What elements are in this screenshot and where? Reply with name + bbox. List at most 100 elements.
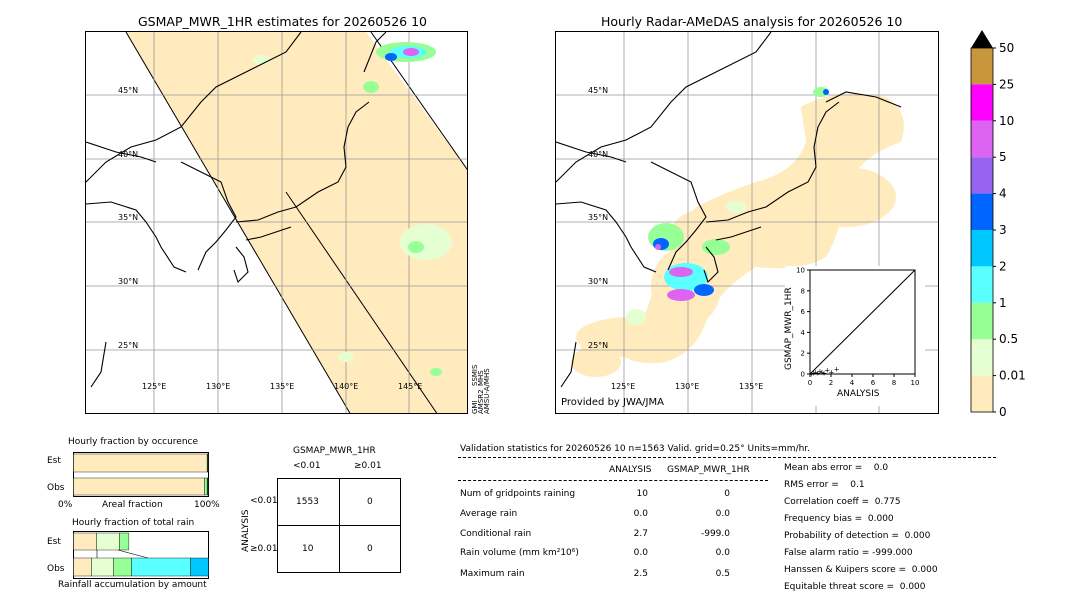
- right-map-canvas: [556, 32, 938, 413]
- scatter-ytick-label: 10: [796, 267, 805, 275]
- right-map-title: Hourly Radar-AMeDAS analysis for 2026052…: [601, 14, 903, 29]
- scatter-xtick-label: 0: [808, 379, 812, 387]
- colorbar-label: 4: [999, 187, 1007, 201]
- scatter-ytick-label: 2: [801, 350, 805, 358]
- left-lon-label: 125°E: [142, 382, 167, 391]
- score-line: Frequency bias = 0.000: [784, 514, 894, 524]
- tr-xlabel: Rainfall accumulation by amount: [58, 580, 207, 590]
- colorbar-label: 10: [999, 114, 1014, 128]
- scatter-point: +: [813, 368, 819, 376]
- left-map-swath-edge: [285, 191, 438, 413]
- score-line: Hanssen & Kuipers score = 0.000: [784, 565, 938, 575]
- left-lon-label: 145°E: [398, 382, 423, 391]
- score-line: False alarm ratio = -999.000: [784, 548, 913, 558]
- left-map-title: GSMAP_MWR_1HR estimates for 20260526 10: [138, 14, 427, 29]
- validation-gsmap-value: 0.0: [715, 548, 730, 558]
- sensor-label: MHS: [477, 370, 485, 386]
- left-map-swath: [126, 32, 467, 413]
- left-map-swath-edge: [125, 32, 351, 413]
- validation-row-label: Rain volume (mm km²10⁶): [460, 548, 579, 558]
- validation-analysis-value: 0.0: [633, 509, 648, 519]
- left-map: [85, 31, 468, 414]
- colorbar-label: 5: [999, 150, 1007, 164]
- colorbar-cell: [971, 375, 993, 412]
- left-lat-label: 35°N: [118, 213, 139, 222]
- validation-analysis-value: 2.5: [633, 569, 648, 579]
- right-lat-label: 35°N: [588, 213, 609, 222]
- colorbar-cell: [971, 84, 993, 121]
- scatter-point: +: [815, 369, 821, 377]
- scatter-point: +: [809, 371, 815, 379]
- scatter-xtick-label: 10: [911, 379, 920, 387]
- scatter-point: +: [824, 366, 830, 374]
- validation-gsmap-value: 0.0: [715, 509, 730, 519]
- contingency-grid: 1553 0 10 0: [277, 478, 401, 573]
- totalrain-bar-segment: [131, 557, 191, 577]
- occurrence-bar-segment: [206, 477, 209, 496]
- validation-gsmap-value: 0: [724, 489, 730, 499]
- right-map-credit: Provided by JWA/JMA: [561, 397, 664, 408]
- sensor-label: AMSR2: [477, 389, 485, 414]
- colorbar-cell: [971, 230, 993, 267]
- totalrain-bar-segment: [73, 557, 92, 577]
- left-lon-label: 130°E: [206, 382, 231, 391]
- scatter-xtick-label: 8: [892, 379, 896, 387]
- contingency-row-label: <0.01: [250, 496, 278, 506]
- scatter-ylabel: GSMAP_MWR_1HR: [784, 287, 794, 370]
- validation-col-analysis: ANALYSIS: [609, 465, 652, 475]
- colorbar-cell: [971, 48, 993, 85]
- scatter-point: +: [834, 365, 840, 373]
- sensor-labels: GMI SSMIS AMSR2 MHS AMSU-A/MHS: [471, 364, 491, 414]
- colorbar: 50 25 10 5 4 3 2 1 0.5 0.01 0: [970, 30, 1026, 419]
- scatter-ytick-label: 0: [801, 371, 805, 379]
- scatter-point: +: [811, 369, 817, 377]
- scatter-point: +: [819, 368, 825, 376]
- scatter-ytick-label: 4: [801, 329, 806, 337]
- colorbar-cell: [971, 193, 993, 230]
- colorbar-label: 0.5: [999, 332, 1018, 346]
- validation-row-label: Average rain: [460, 509, 518, 519]
- contingency-side-wrap: ANALYSIS: [241, 509, 251, 552]
- totalrain-bar-segment: [190, 557, 209, 577]
- colorbar-top-arrow: [971, 30, 993, 48]
- contingency-cell: 0: [367, 497, 373, 507]
- sensor-label: SSMIS: [471, 364, 479, 386]
- colorbar-label: 2: [999, 259, 1007, 273]
- tr-cat-obs: Obs: [47, 564, 65, 574]
- occ-cat-est: Est: [47, 456, 61, 466]
- right-lon-label: 130°E: [675, 382, 700, 391]
- colorbar-label: 25: [999, 77, 1014, 91]
- validation-divider: [458, 457, 996, 458]
- contingency-cell: 10: [302, 544, 314, 554]
- scatter-ytick-label: 6: [801, 308, 806, 316]
- right-lat-label: 25°N: [588, 341, 609, 350]
- colorbar-label: 1: [999, 296, 1007, 310]
- totalrain-bar-segment: [91, 557, 114, 577]
- scatter-point: +: [817, 367, 823, 375]
- left-lat-label: 30°N: [118, 277, 139, 286]
- contingency-col-label: <0.01: [293, 461, 321, 471]
- totalrain-bar-segment: [113, 557, 132, 577]
- colorbar-label: 0: [999, 405, 1007, 419]
- left-lat-label: 45°N: [118, 86, 139, 95]
- occ-xlabel: Areal fraction: [102, 500, 163, 510]
- colorbar-cell: [971, 266, 993, 303]
- occurrence-bar-segment: [206, 453, 209, 473]
- right-map-rain: [626, 87, 829, 325]
- left-lat-label: 25°N: [118, 341, 139, 350]
- scatter-xtick-label: 4: [850, 379, 855, 387]
- occ-cat-obs: Obs: [47, 483, 65, 493]
- right-lon-label: 135°E: [739, 382, 764, 391]
- validation-gsmap-value: -999.0: [700, 529, 730, 539]
- contingency-side-label: ANALYSIS: [241, 509, 251, 552]
- validation-header: Validation statistics for 20260526 10 n=…: [460, 444, 811, 454]
- totalrain-bar-segment: [73, 532, 97, 551]
- left-lon-label: 135°E: [270, 382, 295, 391]
- score-line: Mean abs error = 0.0: [784, 463, 889, 473]
- colorbar-label: 3: [999, 223, 1007, 237]
- occurrence-bar-segment: [204, 477, 208, 496]
- score-line: Probability of detection = 0.000: [784, 531, 931, 541]
- contingency-cell: 0: [367, 544, 373, 554]
- right-lat-label: 45°N: [588, 86, 609, 95]
